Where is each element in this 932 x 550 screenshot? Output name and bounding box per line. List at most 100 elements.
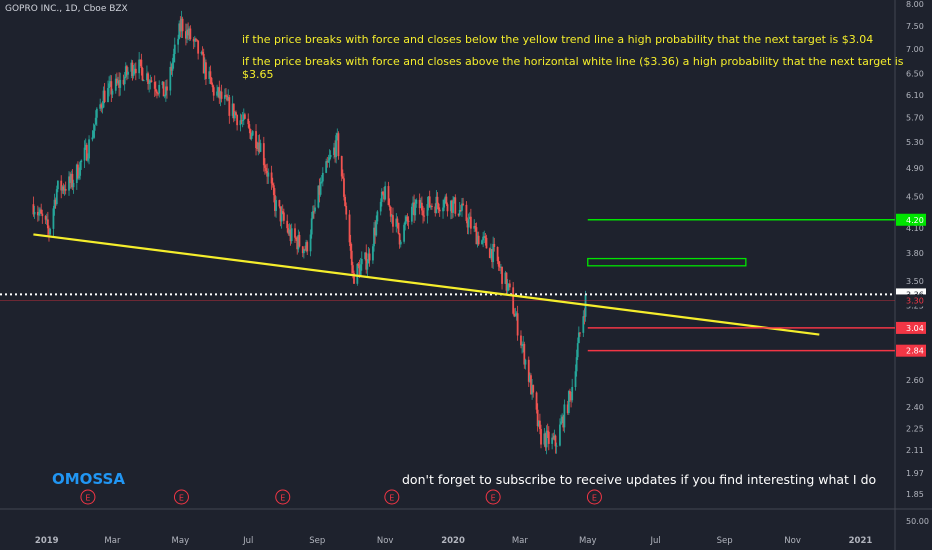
candle-body xyxy=(423,215,426,217)
candle-body xyxy=(500,266,502,268)
candle-body xyxy=(451,200,453,213)
candle-body xyxy=(527,359,530,382)
candle-body xyxy=(382,191,384,194)
candle-body xyxy=(52,208,55,229)
candle-body xyxy=(84,144,87,148)
candle-body xyxy=(325,161,328,173)
candle-body xyxy=(247,118,250,125)
y-tick-label: 2.11 xyxy=(906,446,924,455)
candle-body xyxy=(139,59,142,61)
candle-body xyxy=(336,133,339,136)
candle-body xyxy=(140,59,143,68)
candle-body xyxy=(242,114,245,120)
candle-body xyxy=(163,95,166,97)
candle-body xyxy=(458,210,461,216)
candle-body xyxy=(297,234,300,250)
y-tick-label: 1.85 xyxy=(906,490,924,499)
y-tick-label: 4.50 xyxy=(906,193,924,202)
earnings-marker-label: E xyxy=(85,494,90,503)
candle-body xyxy=(39,209,41,213)
candle-body xyxy=(457,213,460,216)
candle-body xyxy=(508,283,511,288)
earnings-marker-label: E xyxy=(280,494,285,503)
candle-body xyxy=(177,38,180,45)
candle-body xyxy=(353,273,355,284)
candle-body xyxy=(257,142,260,149)
earnings-marker xyxy=(275,489,291,505)
candle-body xyxy=(265,167,267,171)
y-tick-label: 2.60 xyxy=(906,376,924,385)
candle-body xyxy=(196,39,198,41)
candle-body xyxy=(485,237,488,249)
candle-body xyxy=(321,172,324,182)
candle-body xyxy=(579,332,581,334)
candle-body xyxy=(248,124,251,130)
x-tick-label: May xyxy=(579,536,597,546)
candle-body xyxy=(366,263,369,270)
candle-body xyxy=(387,186,390,206)
candle-body xyxy=(449,200,452,212)
target-tag-bg xyxy=(896,213,926,226)
candle-body xyxy=(32,204,35,215)
candle-body xyxy=(287,228,290,234)
candle-body xyxy=(404,221,407,225)
candle-body xyxy=(270,172,273,184)
candle-body xyxy=(372,246,374,261)
candle-body xyxy=(201,52,204,54)
candle-body xyxy=(271,183,274,186)
candle-body xyxy=(259,143,262,152)
candle-body xyxy=(426,204,429,216)
candle-body xyxy=(295,237,298,240)
candle-body xyxy=(157,93,159,95)
target-tag-bg xyxy=(896,321,926,334)
target-tag-label: 3.04 xyxy=(906,324,924,333)
candle-body xyxy=(258,142,261,152)
candle-body xyxy=(216,91,218,96)
candle-body xyxy=(403,224,405,242)
candle-body xyxy=(187,29,190,36)
candle-body xyxy=(115,78,118,84)
candle-body xyxy=(562,416,565,428)
candle-body xyxy=(262,143,265,166)
candle-body xyxy=(158,84,161,94)
candle-body xyxy=(474,226,477,228)
candle-body xyxy=(490,249,492,258)
candle-body xyxy=(302,249,305,254)
candle-body xyxy=(134,68,137,74)
candle-body xyxy=(388,205,391,207)
candle-body xyxy=(289,229,292,242)
candle-body xyxy=(546,430,549,432)
candle-body xyxy=(443,199,446,208)
y-tick-label: 5.30 xyxy=(906,138,924,147)
candle-body xyxy=(461,203,463,211)
candle-body xyxy=(545,430,548,448)
candle-body xyxy=(561,416,564,422)
candle-body xyxy=(327,160,330,163)
candle-body xyxy=(537,420,540,427)
earnings-marker xyxy=(173,489,189,505)
candle-body xyxy=(251,131,254,136)
candle-body xyxy=(126,66,128,75)
candle-body xyxy=(210,77,213,85)
candle-body xyxy=(575,357,578,372)
earnings-marker-label: E xyxy=(592,494,597,503)
candle-body xyxy=(507,283,510,285)
candle-body xyxy=(559,424,561,446)
candle-body xyxy=(311,211,314,219)
candle-body xyxy=(49,228,51,235)
candle-body xyxy=(477,235,480,245)
chart-title: GOPRO INC., 1D, Cboe BZX xyxy=(5,4,128,14)
candle-body xyxy=(220,91,223,99)
candle-body xyxy=(296,239,299,250)
candle-body xyxy=(360,258,363,265)
candle-body xyxy=(114,78,117,91)
candle-body xyxy=(131,62,134,77)
candle-body xyxy=(341,176,344,179)
candle-body xyxy=(149,80,152,83)
candle-body xyxy=(337,133,340,157)
candle-body xyxy=(523,343,526,365)
candle-body xyxy=(141,67,144,81)
x-tick-label: 2021 xyxy=(849,536,873,546)
candle-body xyxy=(124,66,127,77)
